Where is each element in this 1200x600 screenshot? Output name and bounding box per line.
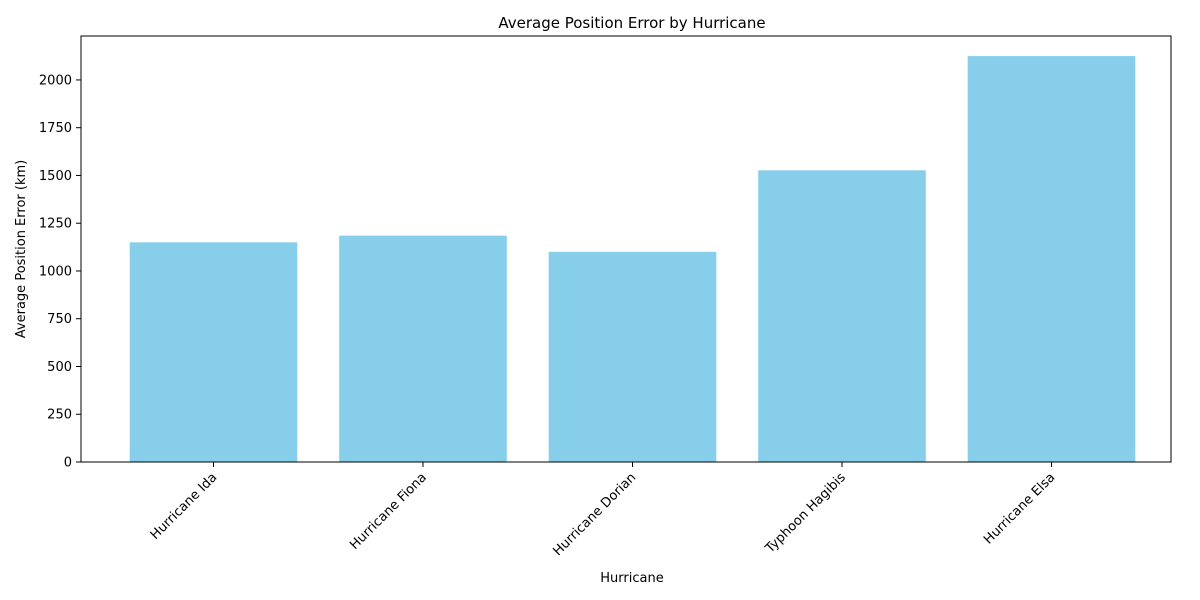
y-tick-label-6: 1500 bbox=[39, 169, 72, 184]
y-tick-label-3: 750 bbox=[47, 312, 72, 327]
x-axis-label: Hurricane bbox=[600, 571, 663, 586]
chart-title: Average Position Error by Hurricane bbox=[498, 14, 765, 32]
bar-3 bbox=[758, 170, 926, 462]
y-tick-label-1: 250 bbox=[47, 408, 72, 423]
bar-0 bbox=[129, 242, 298, 462]
y-axis-label: Average Position Error (km) bbox=[14, 160, 29, 338]
bar-1 bbox=[339, 235, 507, 462]
y-tick-label-0: 0 bbox=[64, 456, 72, 471]
bars-group bbox=[129, 56, 1136, 463]
y-tick-label-5: 1250 bbox=[39, 217, 72, 232]
y-axis-ticks: 0 250 500 750 1000 1250 1500 1750 2000 bbox=[39, 73, 81, 471]
y-tick-label-7: 1750 bbox=[39, 121, 72, 136]
bar-4 bbox=[967, 56, 1136, 463]
y-tick-label-2: 500 bbox=[47, 360, 72, 375]
plot-frame bbox=[80, 35, 1172, 463]
bar-2 bbox=[548, 251, 717, 462]
y-tick-label-8: 2000 bbox=[39, 73, 72, 88]
y-tick-label-4: 1000 bbox=[39, 264, 72, 279]
